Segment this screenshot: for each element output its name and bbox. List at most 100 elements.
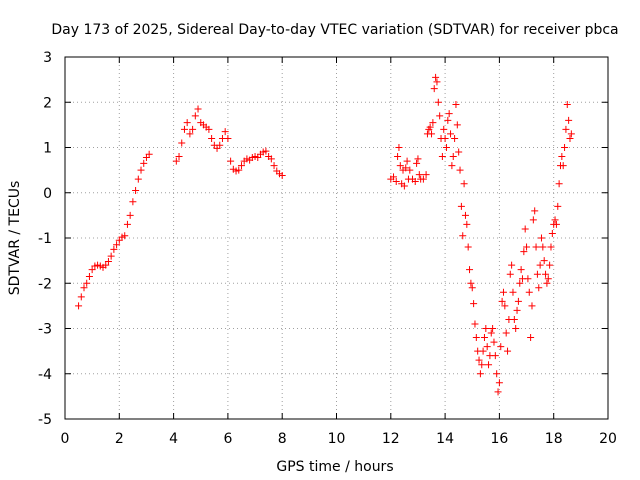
data-point xyxy=(547,243,555,251)
data-point xyxy=(491,352,499,360)
data-point xyxy=(175,153,183,161)
data-point xyxy=(548,229,556,237)
data-point xyxy=(107,252,115,260)
data-point xyxy=(77,293,85,301)
data-point xyxy=(501,302,509,310)
data-point xyxy=(110,245,118,253)
x-tick-label: 6 xyxy=(223,431,232,447)
data-point xyxy=(403,157,411,165)
data-point xyxy=(180,125,188,133)
data-point xyxy=(83,279,91,287)
data-point xyxy=(102,261,110,269)
data-point xyxy=(413,159,421,167)
data-point xyxy=(539,243,547,251)
data-point xyxy=(546,261,554,269)
x-tick-label: 2 xyxy=(115,431,124,447)
data-point xyxy=(478,361,486,369)
data-point xyxy=(85,272,93,280)
data-point xyxy=(267,155,275,163)
data-point xyxy=(419,175,427,183)
data-point xyxy=(140,159,148,167)
data-point xyxy=(262,147,270,155)
data-point xyxy=(471,320,479,328)
data-series xyxy=(75,73,575,396)
x-tick-labels: 0 2 4 6 8 10 12 14 16 18 20 xyxy=(61,431,617,447)
data-point xyxy=(191,112,199,120)
x-tick-label: 8 xyxy=(278,431,287,447)
data-point xyxy=(235,166,243,174)
data-point xyxy=(542,270,550,278)
data-point xyxy=(400,182,408,190)
data-point xyxy=(183,119,191,127)
data-point xyxy=(395,144,403,151)
data-point xyxy=(563,101,571,109)
data-point xyxy=(402,164,410,172)
data-point xyxy=(441,134,449,142)
data-point xyxy=(451,134,459,142)
data-point xyxy=(508,261,516,269)
data-point xyxy=(406,166,414,174)
data-point xyxy=(270,162,278,170)
data-point xyxy=(516,279,524,287)
data-point xyxy=(392,177,400,185)
data-point xyxy=(216,141,224,149)
data-point xyxy=(495,379,503,387)
data-point xyxy=(457,202,465,210)
data-point xyxy=(145,150,153,158)
x-tick-label: 10 xyxy=(328,431,346,447)
data-point xyxy=(208,134,216,142)
data-point xyxy=(186,130,194,138)
data-point xyxy=(227,157,235,165)
x-tick-label: 12 xyxy=(382,431,400,447)
data-point xyxy=(411,177,419,185)
data-point xyxy=(104,258,112,266)
x-axis-title: GPS time / hours xyxy=(276,459,393,475)
data-point xyxy=(565,116,573,124)
y-tick-label: 3 xyxy=(43,50,52,66)
data-point xyxy=(461,211,469,219)
data-point xyxy=(80,284,88,292)
y-tick-labels: -5 -4 -3 -2 -1 0 1 2 3 xyxy=(38,50,52,428)
data-point xyxy=(528,302,536,310)
data-point xyxy=(432,73,440,81)
data-point xyxy=(554,202,562,210)
data-point xyxy=(460,180,468,188)
data-point xyxy=(498,297,506,305)
y-axis-title: SDTVAR / TECUs xyxy=(7,181,23,296)
data-point xyxy=(390,173,398,181)
data-point xyxy=(415,171,423,179)
data-point xyxy=(558,153,566,161)
data-point xyxy=(513,306,521,314)
y-tick-label: 0 xyxy=(43,186,52,202)
data-point xyxy=(524,275,532,283)
data-point xyxy=(129,198,137,206)
data-point xyxy=(510,315,518,323)
data-point xyxy=(447,130,455,138)
data-point xyxy=(123,220,131,228)
data-point xyxy=(137,166,145,174)
data-point xyxy=(487,329,495,337)
data-point xyxy=(440,125,448,133)
data-point xyxy=(237,162,245,170)
data-point xyxy=(430,85,438,93)
y-tick-label: 2 xyxy=(43,95,52,111)
data-point xyxy=(499,288,507,296)
data-point xyxy=(456,166,464,174)
data-point xyxy=(448,162,456,170)
data-point xyxy=(442,144,450,151)
data-point xyxy=(221,128,229,136)
data-point xyxy=(555,180,563,188)
data-point xyxy=(559,162,567,170)
x-tick-label: 20 xyxy=(599,431,617,447)
data-point xyxy=(278,172,286,180)
data-point xyxy=(178,139,186,147)
y-tick-label: -3 xyxy=(38,322,52,338)
data-point xyxy=(533,270,541,278)
data-point xyxy=(520,248,528,256)
data-point xyxy=(468,284,476,292)
data-point xyxy=(438,153,446,161)
x-tick-label: 0 xyxy=(61,431,70,447)
data-point xyxy=(529,216,537,224)
data-point xyxy=(224,134,232,142)
